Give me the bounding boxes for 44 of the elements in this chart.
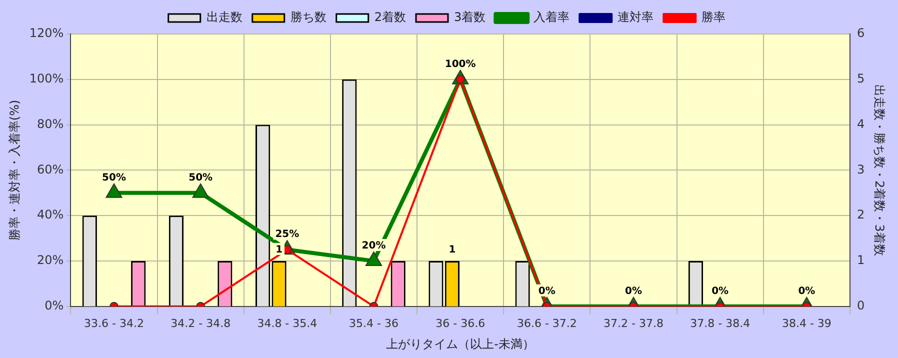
data-label: 1: [448, 244, 456, 256]
legend-label: 出走数: [206, 10, 242, 24]
x-tick-label: 36 - 36.6: [436, 316, 486, 330]
data-label: 0%: [538, 286, 556, 297]
y2-tick-label: 5: [856, 72, 865, 86]
legend-label: 2着数: [374, 10, 406, 24]
y2-tick-label: 3: [856, 162, 865, 176]
x-tick-label: 33.6 - 34.2: [84, 316, 144, 330]
legend-label: 勝率: [702, 10, 726, 24]
legend-label: 勝ち数: [290, 10, 326, 24]
y-tick-label: 60%: [37, 162, 64, 176]
y-tick-label: 40%: [37, 208, 64, 222]
data-label: 0%: [798, 286, 816, 297]
y-tick-label: 100%: [29, 72, 64, 86]
data-label: 0%: [712, 286, 729, 297]
x-tick-label: 35.4 - 36: [349, 316, 398, 330]
x-tick-label: 37.2 - 37.8: [604, 316, 664, 330]
y2-tick-label: 4: [856, 116, 865, 131]
data-label: 1: [276, 244, 283, 256]
y2-tick-label: 2: [856, 208, 865, 222]
x-tick-label: 38.4 - 39: [782, 316, 832, 330]
y2-tick-label: 1: [856, 253, 865, 268]
x-tick-label: 34.8 - 35.4: [257, 316, 318, 330]
data-label: 20%: [362, 240, 386, 252]
y-tick-label: 120%: [29, 26, 64, 40]
data-label: 100%: [444, 58, 476, 70]
x-axis-title: 上がりタイム（以上-未満）: [386, 336, 535, 351]
data-label: 0%: [625, 286, 642, 297]
legend-label: 入着率: [534, 10, 570, 24]
y-tick-label: 20%: [37, 253, 64, 268]
data-label: 25%: [275, 229, 300, 240]
y-tick-label: 0%: [44, 298, 64, 313]
data-label: 50%: [188, 172, 213, 184]
x-tick-label: 34.2 - 34.8: [170, 316, 231, 330]
data-label: 50%: [102, 172, 126, 184]
y-axis-title: 勝率・連対率・入着率(%): [7, 100, 22, 241]
y2-tick-label: 6: [856, 26, 865, 40]
legend-label: 連対率: [618, 10, 654, 24]
x-tick-label: 37.8 - 38.4: [690, 316, 750, 330]
x-tick-label: 36.6 - 37.2: [516, 316, 577, 330]
legend-label: 3着数: [454, 10, 486, 24]
y-tick-label: 80%: [37, 116, 64, 131]
y2-tick-label: 0: [856, 298, 865, 313]
y2-axis-title: 出走数・勝ち数・2着数・3着数: [872, 84, 887, 256]
